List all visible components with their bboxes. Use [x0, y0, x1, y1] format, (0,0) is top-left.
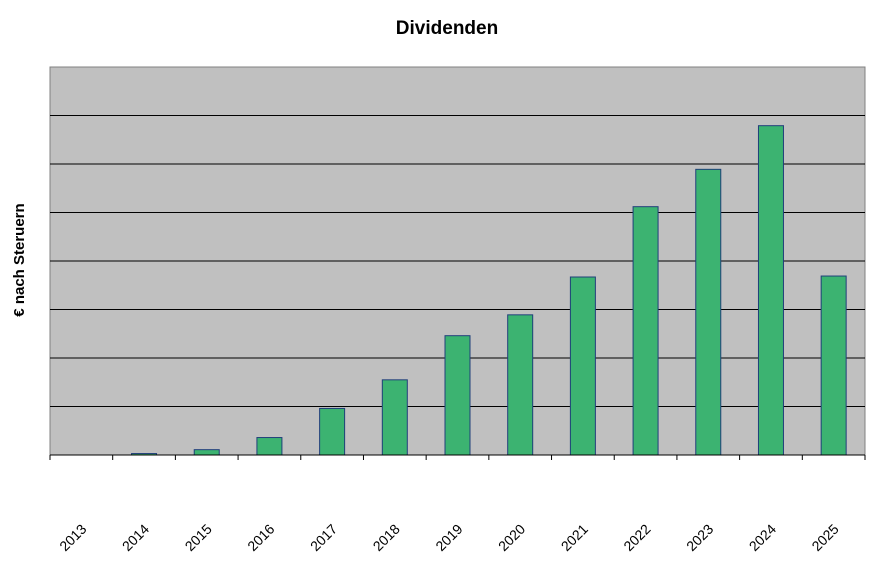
x-tick-label: 2019: [432, 521, 465, 554]
bar-2019: [444, 335, 471, 456]
bar-2015: [193, 449, 220, 456]
gridlines: [50, 115, 865, 407]
x-tick-label: 2023: [683, 521, 716, 554]
x-tick-labels: 2013 2014 2015 2016 2017 2018 2019 2020 2021 2022…: [56, 521, 842, 554]
bar-2023: [695, 168, 722, 456]
x-tick-label: 2014: [119, 521, 152, 554]
bar-2016: [256, 437, 283, 456]
x-tick-label: 2017: [307, 521, 340, 554]
x-axis: [49, 454, 866, 460]
bar-2018: [381, 379, 408, 456]
bar-2017: [319, 407, 346, 456]
x-tick-label: 2021: [558, 521, 591, 554]
x-tick-label: 2016: [244, 521, 277, 554]
x-tick-label: 2018: [370, 521, 403, 554]
bar-2025: [820, 275, 847, 456]
chart-title: Dividenden: [396, 18, 498, 39]
bar-2024: [757, 125, 784, 456]
bar-2020: [507, 314, 534, 456]
x-tick-label: 2013: [56, 521, 89, 554]
x-tick-label: 2024: [746, 521, 779, 554]
bar-2021: [569, 276, 596, 456]
x-tick-label: 2025: [808, 521, 841, 554]
x-tick-label: 2020: [495, 521, 528, 554]
y-axis-label: € nach Steruern: [11, 203, 28, 316]
bar-2022: [632, 206, 659, 456]
bar-series: [131, 125, 847, 456]
x-tick-label: 2015: [182, 521, 215, 554]
x-tick-label: 2022: [620, 521, 653, 554]
